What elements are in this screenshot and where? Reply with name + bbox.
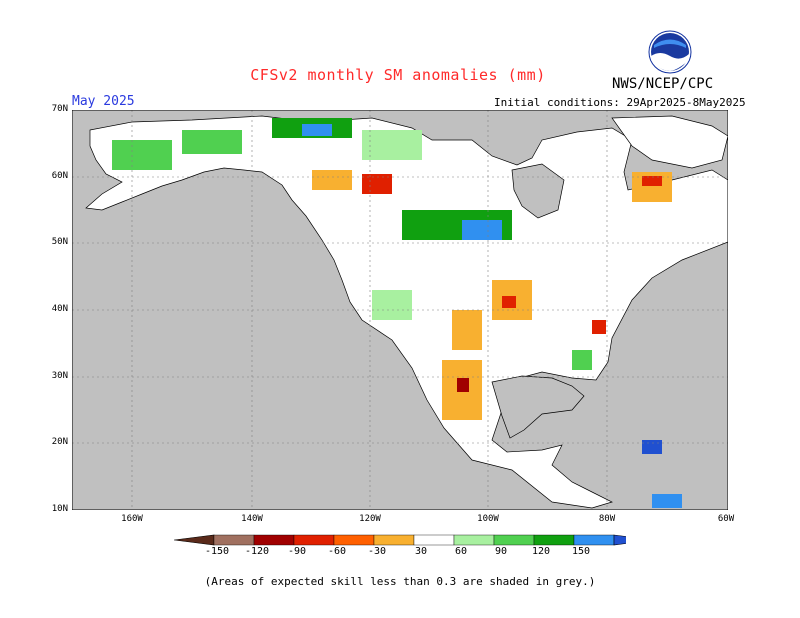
initial-conditions: Initial conditions: 29Apr2025-8May2025	[494, 96, 746, 109]
colorbar-swatch	[453, 534, 495, 546]
colorbar-label: -150	[204, 546, 230, 557]
colorbar-swatch	[573, 534, 615, 546]
colorbar-arrow-right	[613, 534, 626, 546]
graticule	[72, 110, 728, 510]
lon-label: 80W	[598, 514, 616, 524]
anomaly-patches	[112, 118, 682, 508]
colorbar-label: -120	[244, 546, 270, 557]
colorbar-swatch	[493, 534, 535, 546]
color-bar	[174, 534, 626, 546]
lon-label: 120W	[359, 514, 381, 524]
colorbar-label: 30	[414, 546, 428, 557]
colorbar-label: 90	[494, 546, 508, 557]
lon-label: 100W	[477, 514, 499, 524]
colorbar-swatch	[213, 534, 255, 546]
forecast-month: May 2025	[72, 94, 135, 109]
lat-label: 20N	[51, 437, 68, 447]
colorbar-swatch	[253, 534, 295, 546]
colorbar-label: -60	[327, 546, 347, 557]
lat-label: 10N	[51, 504, 68, 514]
noaa-logo-icon	[648, 30, 692, 74]
gulf-of-mexico	[491, 375, 585, 439]
colorbar-label: 150	[571, 546, 591, 557]
lat-label: 40N	[51, 304, 68, 314]
hudson-bay	[511, 163, 565, 219]
lon-label: 140W	[241, 514, 263, 524]
lat-label: 30N	[51, 371, 68, 381]
colorbar-swatch	[413, 534, 455, 546]
lat-label: 60N	[51, 171, 68, 181]
anomaly-map	[72, 110, 728, 510]
lat-label: 50N	[51, 237, 68, 247]
colorbar-label: 60	[454, 546, 468, 557]
footnote: (Areas of expected skill less than 0.3 a…	[204, 575, 596, 588]
colorbar-swatch	[293, 534, 335, 546]
map-title: CFSv2 monthly SM anomalies (mm)	[250, 66, 546, 84]
colorbar-label: 120	[531, 546, 551, 557]
colorbar-swatch	[533, 534, 575, 546]
lon-label: 160W	[121, 514, 143, 524]
colorbar-swatch	[373, 534, 415, 546]
colorbar-arrow-left	[174, 534, 215, 546]
land-greenland	[611, 115, 728, 169]
colorbar-label: -90	[287, 546, 307, 557]
lon-label: 60W	[717, 514, 735, 524]
org-label: NWS/NCEP/CPC	[612, 76, 714, 92]
lat-label: 70N	[51, 104, 68, 114]
colorbar-label: -30	[367, 546, 387, 557]
colorbar-swatch	[333, 534, 375, 546]
